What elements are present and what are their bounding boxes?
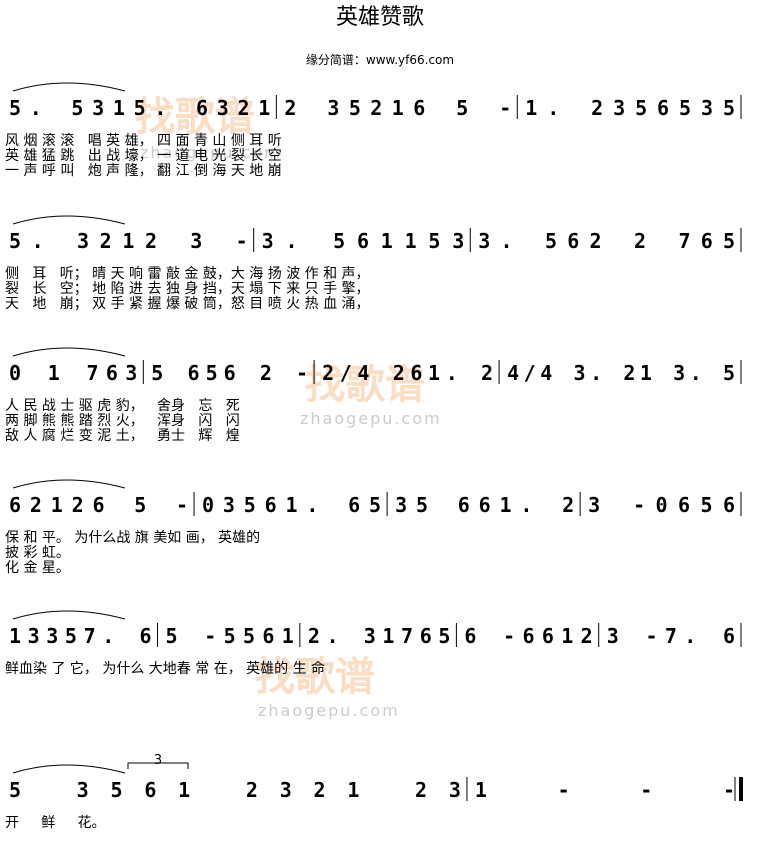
lyric-line: 开 鲜 花。 xyxy=(5,815,106,831)
lyric-line: 侧 耳 听； 晴 天 响 雷 敲 金 鼓，大 海 扬 波 作 和 声， xyxy=(5,265,370,282)
measure: 5 656 2 - xyxy=(151,361,308,385)
watermark-text: 找歌谱 xyxy=(135,94,255,140)
slur xyxy=(12,764,126,774)
slur xyxy=(12,82,126,92)
measure: 5 -5561 xyxy=(166,624,294,648)
measure: 3. 562 2 765 xyxy=(478,229,735,253)
measure: 5. 5315. 6321 xyxy=(9,96,270,120)
watermark: 找歌谱 zhaogepu.com 找歌谱 zhaogepu.com 找歌谱 zh… xyxy=(135,94,442,720)
slur xyxy=(12,610,126,620)
measure: 2 35216 5 - xyxy=(284,96,511,120)
measure: 13357. 6 xyxy=(9,624,152,648)
lyric-line: 一 声 呼 叫 炮 声 隆， 翻 江 倒 海 天 地 崩 xyxy=(5,163,282,179)
measure: 5 3561 2321 23 xyxy=(9,778,461,802)
lyric-line: 英 雄 猛 跳 出 战 壕， 一 道 电 光 裂 长 空 xyxy=(5,147,282,164)
lyric-line: 保 和 平。 为什么战 旗 美如 画， 英雄的 xyxy=(5,529,260,546)
lyric-line: 天 地 崩； 双 手 紧 握 爆 破 筒，怒 目 喷 火 热 血 涌， xyxy=(5,295,370,312)
lyric-line: 敌 人 腐 烂 变 泥 土， 勇士 辉 煌 xyxy=(5,427,240,444)
measure: 35 661. 2 xyxy=(395,493,574,517)
title: 英雄赞歌 xyxy=(336,5,424,30)
subtitle: 缘分简谱：www.yf66.com xyxy=(306,53,454,67)
slur xyxy=(12,215,126,225)
watermark-text: 找歌谱 xyxy=(305,362,425,408)
measure: 3 -7. 6 xyxy=(607,624,735,648)
watermark-url: zhaogepu.com xyxy=(300,409,442,428)
watermark-text: 找歌谱 xyxy=(255,654,375,700)
slur xyxy=(12,479,126,489)
lyric-line: 鲜血染 了 它， 为什么 大地春 常 在， 英雄的 生 命 xyxy=(5,660,325,677)
triplet-number: 3 xyxy=(154,753,162,768)
measure: 1. 2356535 xyxy=(525,96,735,120)
watermark-url: zhaogepu.com xyxy=(140,143,282,162)
lyric-line: 人 民 战 士 驱 虎 豹， 舍身 忘 死 xyxy=(5,398,240,414)
watermark-url: zhaogepu.com xyxy=(258,701,400,720)
measure: 6 -6612 xyxy=(464,624,592,648)
slur xyxy=(12,347,126,357)
measure: 62126 5 - xyxy=(9,493,188,517)
measure: 4/4 3. 21 3. 5 xyxy=(507,361,735,385)
triplet-bracket xyxy=(127,762,189,769)
lyric-line: 化 金 星。 xyxy=(5,560,70,576)
measure: 5. 3212 3 - xyxy=(9,229,248,253)
measure: 3. 561153 xyxy=(262,229,465,253)
lyric-line: 披 彩 虹。 xyxy=(5,545,70,561)
measure: 0 1 763 xyxy=(9,361,137,385)
measure: 2. 31765 xyxy=(308,624,451,648)
measure: 1 - - - xyxy=(475,778,735,802)
lyric-line: 两 脚 熊 熊 踏 烈 火， 浑身 闪 闪 xyxy=(5,413,240,429)
measure: 03561. 65 xyxy=(202,493,381,517)
lyric-line: 风 烟 滚 滚 唱 英 雄， 四 面 青 山 侧 耳 听 xyxy=(5,132,282,149)
lyric-line: 裂 长 空； 地 陷 进 去 独 身 挡，天 塌 下 来 只 手 擎， xyxy=(5,281,370,297)
measure: 3 -0656 xyxy=(588,493,735,517)
